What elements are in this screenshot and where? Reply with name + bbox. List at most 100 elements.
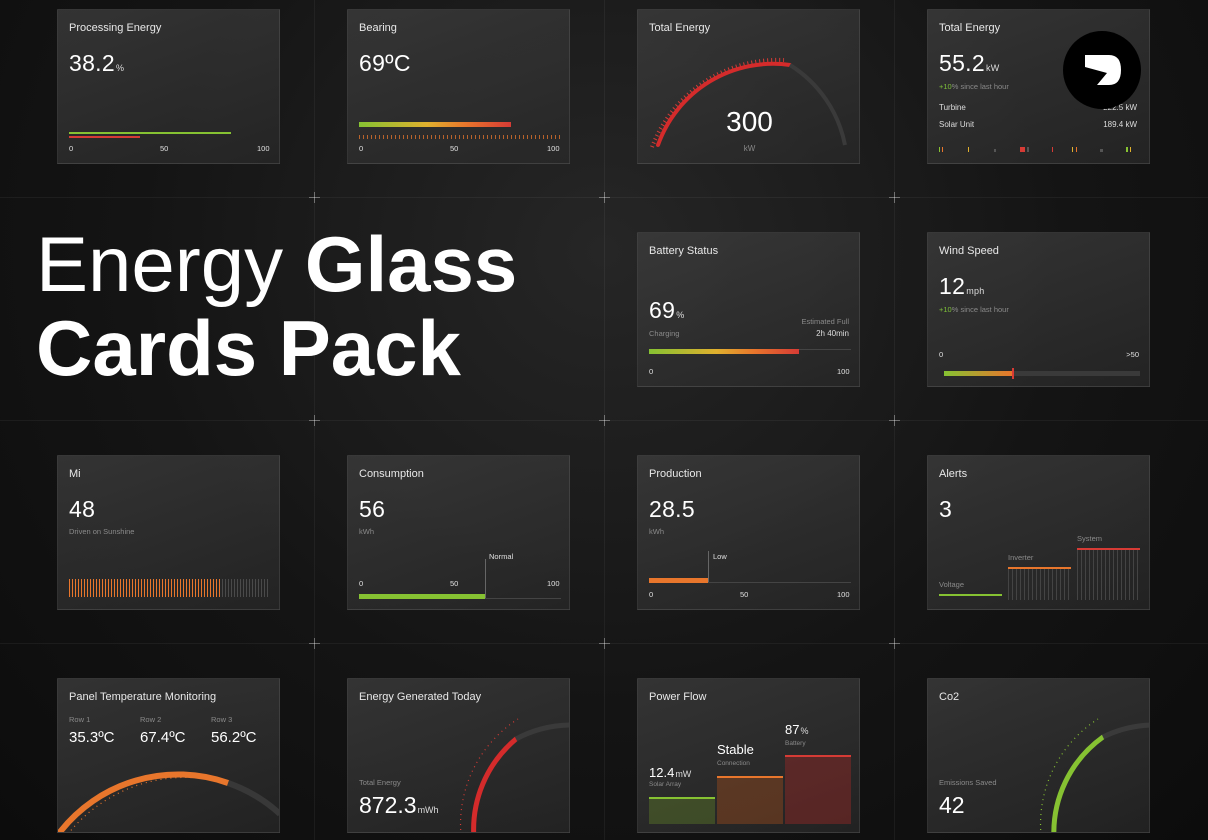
plus-marker: [309, 415, 320, 426]
hero-title: Energy Glass Cards Pack: [36, 222, 517, 390]
card-title: Total Energy: [939, 22, 1001, 34]
marker-line: [485, 559, 486, 599]
card-title: Panel Temperature Monitoring: [69, 691, 217, 703]
tick-label: 50: [450, 144, 459, 153]
row-label: Row 2: [140, 715, 162, 724]
alert-bar-system: [1077, 548, 1140, 600]
card-title: Consumption: [359, 468, 424, 480]
plus-marker: [889, 192, 900, 203]
tick-label: 0: [939, 350, 944, 359]
card-battery-status[interactable]: Battery Status 69% Charging Estimated Fu…: [637, 232, 860, 387]
hero-line-2: Cards Pack: [36, 304, 461, 392]
card-value: 69%: [649, 297, 685, 323]
tick-label: 50: [740, 590, 749, 599]
gauge-unit: kW: [743, 144, 756, 153]
card-title: Energy Generated Today: [359, 691, 482, 703]
alert-bar-inverter: [1008, 567, 1071, 600]
logo-icon: [1085, 55, 1121, 85]
card-total-energy-gauge[interactable]: Total Energy 300 kW: [637, 9, 860, 164]
tick-label: 100: [547, 144, 560, 153]
row-label: Row 3: [211, 715, 233, 724]
battery-status-text: Charging: [649, 329, 680, 338]
card-title: Wind Speed: [939, 245, 999, 257]
grid-line: [0, 420, 1208, 421]
card-subtitle: Driven on Sunshine: [69, 527, 135, 536]
tick-label: 0: [69, 144, 74, 153]
card-title: Battery Status: [649, 245, 719, 257]
grid-line: [604, 0, 605, 840]
card-title: Bearing: [359, 22, 397, 34]
battery-label: Battery: [785, 740, 806, 747]
track: [649, 582, 851, 583]
battery-block: [785, 755, 851, 824]
battery-value: 87%: [785, 722, 809, 737]
plus-marker: [309, 638, 320, 649]
production-level-bar: [649, 578, 708, 583]
tick-label: 100: [837, 367, 850, 376]
plus-marker: [889, 638, 900, 649]
tick-label: >50: [1126, 350, 1139, 359]
energy-today-gauge: [459, 718, 569, 832]
card-value: 69ºC: [359, 50, 411, 76]
tick-label: 100: [837, 590, 850, 599]
alert-label-system: System: [1077, 534, 1103, 543]
marker-label: Low: [713, 552, 727, 561]
row-label: Solar Unit: [939, 120, 975, 129]
card-power-flow[interactable]: Power Flow 12.4mW Solar Array Stable Con…: [637, 678, 860, 833]
card-consumption[interactable]: Consumption 56 kWh Normal 0 50 100: [347, 455, 570, 610]
co2-label: Emissions Saved: [939, 778, 997, 787]
card-title: Production: [649, 468, 702, 480]
delta-text: +10% since last hour: [939, 305, 1009, 314]
card-title: Total Energy: [649, 22, 711, 34]
card-co2[interactable]: Co2 Emissions Saved 42: [927, 678, 1150, 833]
solar-array-block: [649, 797, 715, 824]
hero-word-glass: Glass: [304, 220, 518, 308]
hero-word-energy: Energy: [36, 220, 284, 308]
card-panel-temperature[interactable]: Panel Temperature Monitoring Row 1 35.3º…: [57, 678, 280, 833]
connection-label: Connection: [717, 760, 750, 767]
card-title: Processing Energy: [69, 22, 162, 34]
solar-label: Solar Array: [649, 781, 682, 788]
energy-gauge: [650, 57, 847, 148]
co2-gauge: [1039, 718, 1149, 832]
plus-marker: [599, 415, 610, 426]
marker-line: [708, 551, 709, 583]
temperature-bar: [359, 122, 511, 127]
stable-text: Stable: [717, 742, 754, 757]
row-value: 189.4 kW: [1103, 120, 1137, 129]
solar-value: 12.4mW: [649, 765, 692, 780]
row-value: 222.5 kW: [1103, 103, 1137, 112]
temperature-gauge: [58, 771, 279, 832]
grid-line: [0, 197, 1208, 198]
card-production[interactable]: Production 28.5 kWh Low 0 50 100: [637, 455, 860, 610]
gauge-value: 300: [726, 106, 773, 137]
card-value: 12mph: [939, 273, 985, 299]
battery-level-bar: [649, 349, 799, 354]
eta-label: Estimated Full: [801, 317, 849, 326]
mileage-bars-empty: [222, 579, 268, 597]
card-value: 38.2%: [69, 50, 125, 76]
card-alerts[interactable]: Alerts 3 Voltage Inverter System: [927, 455, 1150, 610]
plus-marker: [599, 638, 610, 649]
alert-label-voltage: Voltage: [939, 580, 965, 589]
card-wind-speed[interactable]: Wind Speed 12mph +10% since last hour 0 …: [927, 232, 1150, 387]
card-energy-generated-today[interactable]: Energy Generated Today Total Energy 872.…: [347, 678, 570, 833]
card-value: 42: [939, 792, 965, 818]
slider-handle[interactable]: [1012, 368, 1014, 379]
tick-strip: [359, 135, 561, 139]
tick-label: 0: [359, 144, 364, 153]
card-bearing[interactable]: Bearing 69ºC 0 50 100: [347, 9, 570, 164]
card-processing-energy[interactable]: Processing Energy 38.2% 0 50 100: [57, 9, 280, 164]
mileage-bars: [69, 579, 222, 597]
level-bar-green: [69, 132, 231, 134]
grid-line: [0, 643, 1208, 644]
eta-value: 2h 40min: [816, 329, 849, 338]
alert-bar-voltage: [939, 594, 1002, 596]
card-unit: kWh: [359, 527, 374, 536]
level-bar-red: [69, 136, 140, 138]
tick-label: 0: [649, 367, 654, 376]
delta-text: +10% since last hour: [939, 82, 1009, 91]
brand-logo: [1063, 31, 1141, 109]
wind-level-bar: [944, 371, 1012, 376]
card-mi[interactable]: Mi 48 Driven on Sunshine: [57, 455, 280, 610]
